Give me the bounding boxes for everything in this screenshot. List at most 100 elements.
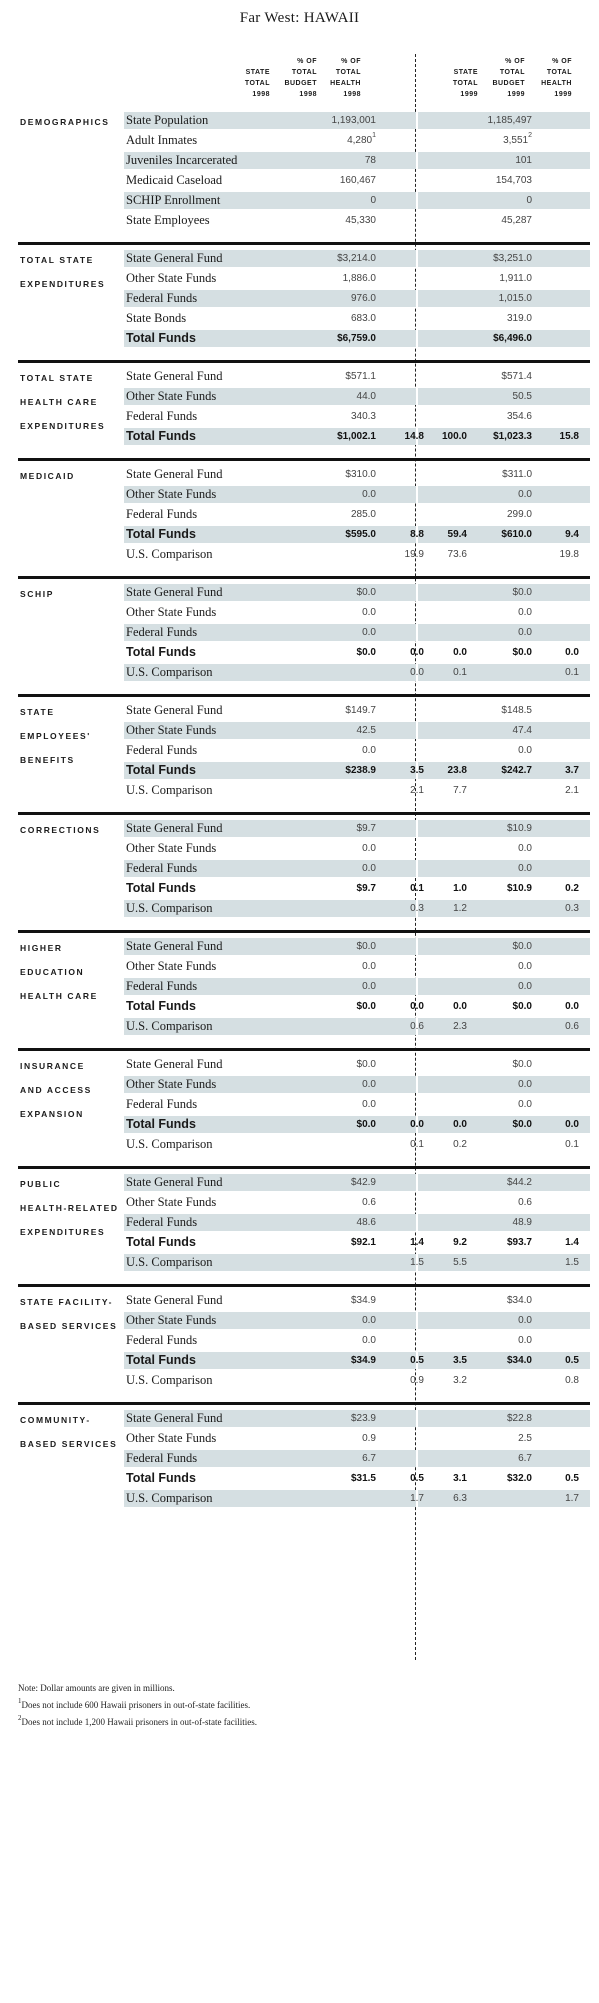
section-label-line: PUBLIC	[20, 1179, 62, 1189]
cell-value: 50.5	[512, 391, 532, 402]
cell-pct-health-1999: 9.2	[580, 1234, 599, 1251]
cell-value: 1,015.0	[498, 293, 532, 304]
page-title: Far West: HAWAII	[239, 10, 360, 26]
cell-value: 47.4	[512, 725, 532, 736]
row-shade-1998	[124, 1410, 416, 1427]
cell-value: 0.0	[362, 607, 376, 618]
section-rule	[18, 1166, 590, 1169]
row-label: U.S. Comparison	[126, 547, 213, 561]
cell-value: $571.1	[345, 371, 376, 382]
row-label: State General Fund	[126, 1293, 223, 1307]
cell-value: $238.9	[345, 765, 376, 776]
cell-value: 0.0	[518, 745, 532, 756]
cell-value: 44.0	[356, 391, 376, 402]
section-higher-education-health-care: HIGHER EDUCATION HEALTH CARE State General …	[18, 930, 590, 1037]
cell-state-total-1998: $149.7	[316, 702, 376, 719]
cell-state-total-1998: $6,759.0	[316, 330, 376, 347]
cell-state-total-1999: 0.0	[472, 486, 532, 503]
row-shade-1998	[124, 762, 416, 779]
cell-value: $9.7	[356, 883, 376, 894]
row-label: U.S. Comparison	[126, 783, 213, 797]
cell-state-total-1998: $310.0	[316, 466, 376, 483]
cell-pct-health-1999: 3.3	[580, 1352, 599, 1369]
row-shade-1998	[124, 526, 416, 543]
cell-value: 48.6	[356, 1217, 376, 1228]
row-shade-1999	[418, 978, 590, 995]
section-rule	[18, 812, 590, 815]
cell-value: $0.0	[512, 1001, 532, 1012]
row-label: State General Fund	[126, 1057, 223, 1071]
footnote: Note: Dollar amounts are given in millio…	[18, 1680, 257, 1697]
cell-state-total-1998: 4,2801	[316, 132, 376, 149]
row-label: Total Funds	[126, 1235, 196, 1249]
cell-state-total-1998: 1,193,001	[316, 112, 377, 129]
cell-value: 7.7	[453, 785, 467, 796]
cell-value: 0.1	[565, 667, 579, 678]
row-shade-1998	[124, 112, 416, 129]
cell-value: 1,193,001	[331, 115, 377, 126]
cell-value: 0.0	[518, 627, 532, 638]
cell-state-total-1998: 0.0	[316, 958, 376, 975]
cell-value: 78	[364, 155, 376, 166]
row-label: Total Funds	[126, 1117, 196, 1131]
section-label-line: EXPENDITURES	[20, 279, 106, 289]
table-row: State General Fund $0.0 $0.0	[124, 1055, 590, 1075]
cell-state-total-1998: 0.0	[316, 860, 376, 877]
cell-value: 9.4	[565, 529, 579, 540]
cell-state-total-1999: $6,496.0	[472, 330, 532, 347]
cell-state-total-1999: 0.0	[472, 1312, 532, 1329]
cell-pct-budget-1999: 1.7	[533, 1490, 579, 1507]
cell-pct-health-1998: 3.5	[422, 1352, 467, 1369]
table-row: Other State Funds 0.0 0.0	[124, 1075, 590, 1095]
total-row: Total Funds$92.11.49.2$93.71.49.2	[124, 1233, 590, 1253]
row-shade-1998	[124, 900, 416, 917]
row-shade-1999	[418, 330, 590, 347]
cell-pct-health-1999: 100.0	[580, 428, 599, 445]
row-label: Federal Funds	[126, 861, 198, 875]
cell-value: 0.0	[453, 647, 467, 658]
cell-value: 0.0	[518, 1335, 532, 1346]
row-shade-1998	[124, 388, 416, 405]
cell-value: $6,496.0	[493, 333, 532, 344]
row-shade-1999	[418, 112, 590, 129]
row-label: U.S. Comparison	[126, 1491, 213, 1505]
cell-value: 0.0	[518, 1079, 532, 1090]
row-label: U.S. Comparison	[126, 1019, 213, 1033]
section-insurance-and-access-expansion: INSURANCE AND ACCESS EXPANSION State Genera…	[18, 1048, 590, 1155]
section-label-line: EMPLOYEES'	[20, 731, 91, 741]
cell-value: 2.1	[565, 785, 579, 796]
cell-pct-health-1999: 59.6	[580, 526, 599, 543]
row-shade-1999	[418, 1450, 590, 1467]
cell-state-total-1998: 78	[316, 152, 376, 169]
row-shade-1998	[124, 722, 416, 739]
cell-value: 9.2	[453, 1237, 467, 1248]
cell-value: 3.2	[453, 1375, 467, 1386]
cell-value: $34.0	[506, 1355, 532, 1366]
cell-value: 1,886.0	[342, 273, 376, 284]
cell-pct-budget-1999: 9.4	[533, 526, 579, 543]
cell-value: $242.7	[501, 765, 532, 776]
cell-value: $148.5	[501, 705, 532, 716]
header-pct-budget-1998: % OF TOTAL BUDGET 1998	[279, 56, 317, 100]
cell-pct-health-1998: 2.3	[422, 1018, 467, 1035]
cell-value: 42.5	[356, 725, 376, 736]
table-row: Federal Funds 6.7 6.7	[124, 1449, 590, 1469]
cell-value: 1,185,497	[487, 115, 533, 126]
cell-value: 0.0	[362, 981, 376, 992]
cell-value: $34.0	[506, 1295, 532, 1306]
cell-value: 976.0	[350, 293, 376, 304]
table-row: Other State Funds 0.0 0.0	[124, 485, 590, 505]
cell-value: 0.1	[410, 883, 424, 894]
cell-state-total-1998: 0.0	[316, 1312, 376, 1329]
cell-pct-budget-1999: 0.1	[533, 1136, 579, 1153]
cell-value: 0.0	[518, 843, 532, 854]
cell-state-total-1999: $0.0	[472, 644, 532, 661]
table-row: Federal Funds 340.3 354.6	[124, 407, 590, 427]
cell-pct-health-1999: 6.3	[580, 1490, 599, 1507]
section-label-line: CORRECTIONS	[20, 825, 101, 835]
cell-value: 319.0	[506, 313, 532, 324]
cell-pct-budget-1998: 1.4	[377, 1234, 424, 1251]
cell-value: 0.0	[518, 1099, 532, 1110]
